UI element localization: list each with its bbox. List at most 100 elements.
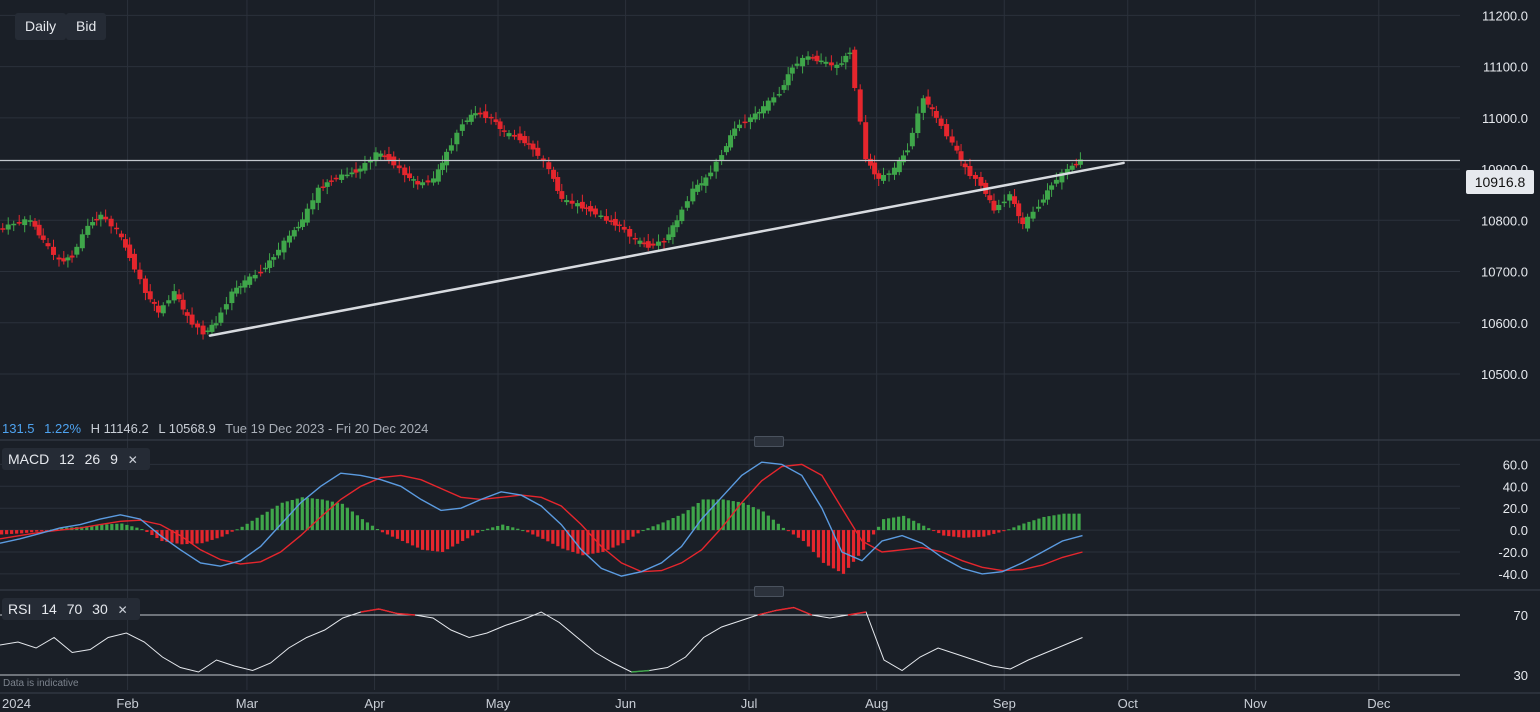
candle-body <box>176 294 182 300</box>
macd-histogram-bar <box>591 530 595 554</box>
candle-body <box>765 100 771 111</box>
candle-body <box>483 111 489 118</box>
candle-body <box>402 167 408 176</box>
macd-histogram-bar <box>115 523 119 531</box>
macd-histogram-bar <box>145 530 149 533</box>
candle-body <box>695 184 701 192</box>
rsi-line <box>0 606 1083 673</box>
candle-body <box>468 114 474 122</box>
date-range: Tue 19 Dec 2023 - Fri 20 Dec 2024 <box>225 421 429 436</box>
candle-body <box>621 226 627 230</box>
candle-body <box>839 63 845 65</box>
candle-body <box>776 94 782 96</box>
candle-body <box>785 74 791 86</box>
candle-body <box>262 267 268 270</box>
candle-body <box>555 177 561 191</box>
macd-histogram-bar <box>501 524 505 531</box>
rsi-overbought-segment <box>360 608 379 613</box>
candle-body <box>386 154 392 161</box>
candle-body <box>344 174 350 177</box>
close-icon[interactable]: ✕ <box>127 453 138 467</box>
macd-histogram-bar <box>942 530 946 536</box>
candle-body <box>411 179 417 181</box>
macd-histogram-bar <box>536 530 540 537</box>
date-tick-label: May <box>486 696 511 711</box>
macd-name: MACD <box>8 451 50 467</box>
macd-histogram-bar <box>355 515 360 531</box>
candle-body <box>1049 185 1055 190</box>
macd-histogram-bar <box>300 497 304 531</box>
candle-body <box>166 300 172 304</box>
candle-body <box>378 153 384 157</box>
signal-line <box>0 463 1083 573</box>
period-button[interactable]: Daily <box>15 13 67 40</box>
macd-histogram-bar <box>375 528 380 531</box>
macd-tick-label: -40.0 <box>1498 567 1528 582</box>
candle-body <box>756 111 762 114</box>
macd-histogram-bar <box>496 525 500 531</box>
candle-body <box>51 246 57 255</box>
candle-body <box>736 124 742 129</box>
macd-histogram-bar <box>1052 515 1056 531</box>
macd-histogram-bar <box>365 522 370 531</box>
price-type-button[interactable]: Bid <box>66 13 107 40</box>
macd-histogram-bar <box>952 530 956 537</box>
macd-histogram-bar <box>741 502 745 531</box>
candle-body <box>703 177 709 186</box>
macd-histogram-bar <box>731 501 735 531</box>
candle-body <box>612 218 618 226</box>
macd-histogram-bar <box>801 530 806 542</box>
candle-body <box>679 209 685 222</box>
close-icon[interactable]: ✕ <box>117 603 128 617</box>
candle-body <box>103 216 109 220</box>
resize-handle-rsi[interactable] <box>754 586 784 597</box>
candle-body <box>598 215 604 218</box>
candle-body <box>61 258 67 262</box>
candle-body <box>650 243 656 246</box>
candle-body <box>373 152 379 162</box>
candle-body <box>497 121 503 130</box>
macd-histogram-bar <box>796 530 801 538</box>
date-tick-label: Sep <box>993 696 1016 711</box>
candle-body <box>1040 199 1046 203</box>
price-tick-label: 10600.0 <box>1481 316 1528 331</box>
rsi-overbought-segment <box>757 609 776 616</box>
date-tick-label: Jun <box>615 696 636 711</box>
candle-body <box>674 220 680 228</box>
candle-body <box>637 240 643 244</box>
macd-histogram-bar <box>866 530 871 543</box>
candle-body <box>11 223 17 226</box>
macd-histogram-bar <box>425 530 430 551</box>
rsi-overbought-segment <box>847 611 867 616</box>
candle-body <box>929 107 935 110</box>
macd-histogram-bar <box>882 519 886 531</box>
candle-body <box>1069 165 1075 170</box>
macd-histogram-bar <box>275 505 279 531</box>
macd-histogram-bar <box>95 525 99 531</box>
candle-body <box>876 173 882 179</box>
macd-histogram-bar <box>45 530 49 532</box>
candle-body <box>1073 163 1079 166</box>
macd-histogram-bar <box>972 530 976 538</box>
change-value: 131.5 <box>2 421 35 436</box>
macd-histogram-bar <box>786 530 790 532</box>
macd-histogram-bar <box>962 530 966 538</box>
macd-histogram-bar <box>235 529 239 531</box>
candle-body <box>991 200 997 211</box>
rsi-upper: 70 <box>66 601 83 617</box>
macd-histogram-bar <box>646 528 650 531</box>
macd-histogram-bar <box>265 511 269 531</box>
macd-histogram-bar <box>20 530 24 534</box>
macd-histogram-bar <box>776 523 780 531</box>
macd-histogram-bar <box>851 530 856 562</box>
candle-body <box>949 136 955 143</box>
candle-body <box>1007 194 1013 201</box>
macd-histogram-bar <box>190 530 194 544</box>
macd-histogram-bar <box>1022 523 1026 531</box>
candle-body <box>501 130 507 132</box>
resize-handle-macd[interactable] <box>754 436 784 447</box>
macd-histogram-bar <box>626 530 630 540</box>
date-tick-label: Jul <box>741 696 758 711</box>
candle-body <box>732 128 738 136</box>
macd-histogram-bar <box>526 530 530 533</box>
